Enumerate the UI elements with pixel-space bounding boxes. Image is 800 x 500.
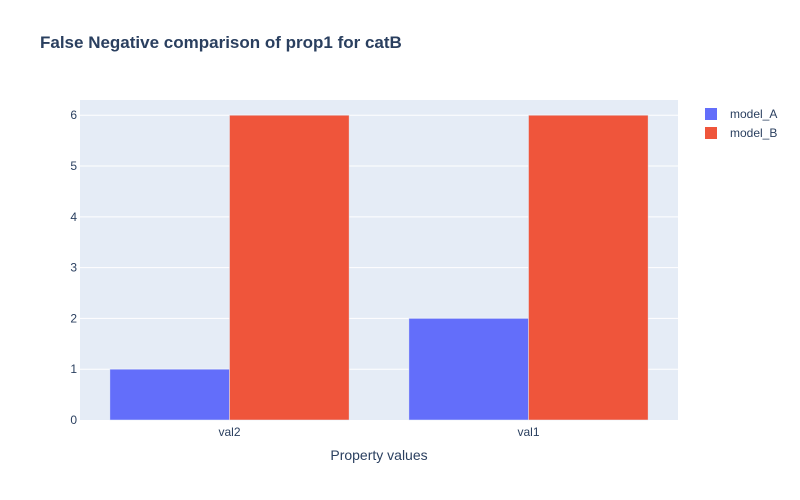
y-tick-label: 1 <box>70 362 77 376</box>
bars <box>109 114 649 421</box>
y-tick-label: 4 <box>70 210 77 224</box>
legend-label-model_B[interactable]: model_B <box>730 126 777 140</box>
y-tick-label: 2 <box>70 311 77 325</box>
y-tick-label: 5 <box>70 159 77 173</box>
y-tick-label: 0 <box>70 413 77 427</box>
bar-model_A-val1 <box>408 318 529 421</box>
legend-swatch-model_A[interactable] <box>705 108 717 120</box>
y-tick-label: 3 <box>70 261 77 275</box>
y-axis-ticks: 0 1 2 3 4 5 6 <box>70 108 77 427</box>
legend-swatch-model_B[interactable] <box>705 127 717 139</box>
x-axis-ticks: val2 val1 <box>218 425 539 439</box>
y-tick-label: 6 <box>70 108 77 122</box>
bar-model_B-val2 <box>229 114 350 421</box>
legend-label-model_A[interactable]: model_A <box>730 107 777 121</box>
legend[interactable]: model_A model_B <box>705 107 777 140</box>
x-axis-label: Property values <box>330 447 427 463</box>
bar-model_A-val2 <box>109 368 230 421</box>
chart-title: False Negative comparison of prop1 for c… <box>40 33 402 52</box>
x-tick-label: val1 <box>517 425 539 439</box>
x-tick-label: val2 <box>218 425 240 439</box>
bar-model_B-val1 <box>528 114 649 421</box>
